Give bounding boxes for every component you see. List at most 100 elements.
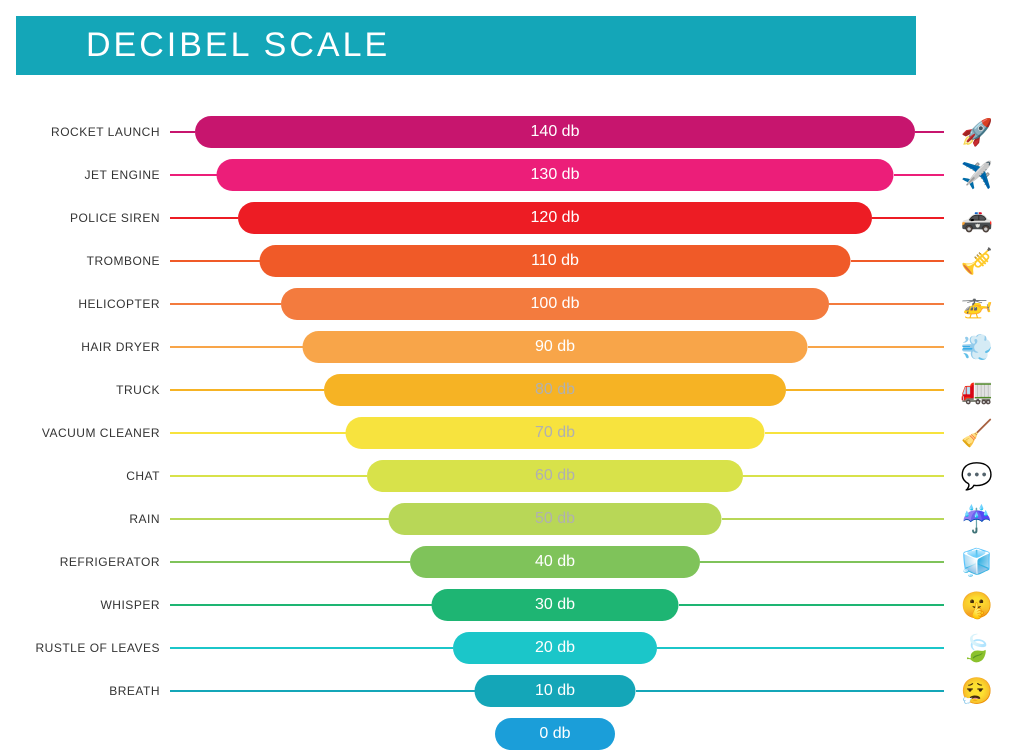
db-value: 140 db bbox=[531, 123, 580, 141]
axis-line-left bbox=[170, 561, 410, 563]
db-pill: 50 db bbox=[389, 503, 722, 535]
axis-line-right bbox=[915, 131, 944, 133]
whisper-icon: 🤫 bbox=[948, 586, 1006, 624]
trombone-icon: 🎺 bbox=[948, 242, 1006, 280]
db-pill: 140 db bbox=[195, 116, 915, 148]
db-pill: 110 db bbox=[260, 245, 851, 277]
db-pill: 90 db bbox=[303, 331, 808, 363]
db-row: REFRIGERATOR 40 db 🧊 bbox=[0, 541, 1024, 583]
db-value: 0 db bbox=[539, 725, 570, 743]
db-value: 10 db bbox=[535, 682, 575, 700]
axis-line-left bbox=[170, 217, 238, 219]
db-value: 60 db bbox=[535, 467, 575, 485]
db-pill: 100 db bbox=[281, 288, 829, 320]
row-label: JET ENGINE bbox=[0, 168, 160, 182]
axis-line-left bbox=[170, 475, 367, 477]
row-label: REFRIGERATOR bbox=[0, 555, 160, 569]
axis-line-right bbox=[872, 217, 944, 219]
axis-line-right bbox=[722, 518, 945, 520]
axis-line-right bbox=[636, 690, 945, 692]
row-label: RAIN bbox=[0, 512, 160, 526]
hair-dryer-icon: 💨 bbox=[948, 328, 1006, 366]
db-row: VACUUM CLEANER 70 db 🧹 bbox=[0, 412, 1024, 454]
title-bar: DECIBEL SCALE bbox=[16, 16, 916, 75]
db-value: 80 db bbox=[535, 381, 575, 399]
db-pill: 0 db bbox=[495, 718, 615, 750]
axis-line-left bbox=[170, 518, 389, 520]
fridge-icon: 🧊 bbox=[948, 543, 1006, 581]
row-label: HAIR DRYER bbox=[0, 340, 160, 354]
axis-line-left bbox=[170, 260, 260, 262]
db-row: BREATH10 db😮‍💨 bbox=[0, 670, 1024, 712]
axis-line-right bbox=[700, 561, 944, 563]
db-pill: 40 db bbox=[410, 546, 700, 578]
axis-line-left bbox=[170, 690, 475, 692]
db-value: 130 db bbox=[531, 166, 580, 184]
db-row: POLICE SIREN 120 db 🚓 bbox=[0, 197, 1024, 239]
db-row: JET ENGINE 130 db ✈️ bbox=[0, 154, 1024, 196]
truck-icon: 🚛 bbox=[948, 371, 1006, 409]
row-label: POLICE SIREN bbox=[0, 211, 160, 225]
breath-icon: 😮‍💨 bbox=[948, 672, 1006, 710]
db-row: CHAT 60 db 💬 bbox=[0, 455, 1024, 497]
row-label: TROMBONE bbox=[0, 254, 160, 268]
db-row: WHISPER 30 db 🤫 bbox=[0, 584, 1024, 626]
db-pill: 10 db bbox=[475, 675, 636, 707]
db-row: TRUCK 80 db 🚛 bbox=[0, 369, 1024, 411]
row-label: HELICOPTER bbox=[0, 297, 160, 311]
axis-line-right bbox=[808, 346, 945, 348]
axis-line-right bbox=[765, 432, 945, 434]
page-title: DECIBEL SCALE bbox=[86, 26, 390, 64]
leaves-icon: 🍃 bbox=[948, 629, 1006, 667]
db-pill: 130 db bbox=[217, 159, 894, 191]
axis-line-right bbox=[829, 303, 944, 305]
police-car-icon: 🚓 bbox=[948, 199, 1006, 237]
db-value: 50 db bbox=[535, 510, 575, 528]
axis-line-left bbox=[170, 303, 281, 305]
row-label: RUSTLE OF LEAVES bbox=[0, 641, 160, 655]
decibel-chart: ROCKET LAUNCH140 db🚀JET ENGINE130 db✈️PO… bbox=[0, 111, 1024, 756]
axis-line-left bbox=[170, 131, 195, 133]
row-label: VACUUM CLEANER bbox=[0, 426, 160, 440]
axis-line-left bbox=[170, 604, 432, 606]
vacuum-icon: 🧹 bbox=[948, 414, 1006, 452]
db-row: 0 db bbox=[0, 713, 1024, 755]
db-row: TROMBONE 110 db 🎺 bbox=[0, 240, 1024, 282]
db-value: 110 db bbox=[531, 252, 579, 270]
db-pill: 20 db bbox=[453, 632, 657, 664]
db-pill: 70 db bbox=[346, 417, 765, 449]
jet-icon: ✈️ bbox=[948, 156, 1006, 194]
rocket-icon: 🚀 bbox=[948, 113, 1006, 151]
axis-line-left bbox=[170, 389, 324, 391]
db-row: HAIR DRYER 90 db 💨 bbox=[0, 326, 1024, 368]
axis-line-right bbox=[786, 389, 944, 391]
row-label: TRUCK bbox=[0, 383, 160, 397]
axis-line-left bbox=[170, 647, 453, 649]
db-pill: 80 db bbox=[324, 374, 786, 406]
db-value: 70 db bbox=[535, 424, 575, 442]
db-row: RAIN 50 db ☔ bbox=[0, 498, 1024, 540]
db-value: 40 db bbox=[535, 553, 575, 571]
db-pill: 60 db bbox=[367, 460, 743, 492]
axis-line-right bbox=[657, 647, 944, 649]
db-row: RUSTLE OF LEAVES 20 db 🍃 bbox=[0, 627, 1024, 669]
axis-line-left bbox=[170, 174, 217, 176]
helicopter-icon: 🚁 bbox=[948, 285, 1006, 323]
axis-line-right bbox=[894, 174, 945, 176]
db-value: 120 db bbox=[531, 209, 580, 227]
umbrella-icon: ☔ bbox=[948, 500, 1006, 538]
db-value: 30 db bbox=[535, 596, 575, 614]
db-value: 20 db bbox=[535, 639, 575, 657]
axis-line-right bbox=[743, 475, 944, 477]
axis-line-left bbox=[170, 346, 303, 348]
row-label: WHISPER bbox=[0, 598, 160, 612]
row-label: ROCKET LAUNCH bbox=[0, 125, 160, 139]
db-pill: 30 db bbox=[432, 589, 679, 621]
axis-line-right bbox=[851, 260, 945, 262]
db-row: ROCKET LAUNCH 140 db 🚀 bbox=[0, 111, 1024, 153]
db-row: HELICOPTER 100 db 🚁 bbox=[0, 283, 1024, 325]
db-pill: 120 db bbox=[238, 202, 872, 234]
axis-line-left bbox=[170, 432, 346, 434]
chat-icon: 💬 bbox=[948, 457, 1006, 495]
row-label: CHAT bbox=[0, 469, 160, 483]
